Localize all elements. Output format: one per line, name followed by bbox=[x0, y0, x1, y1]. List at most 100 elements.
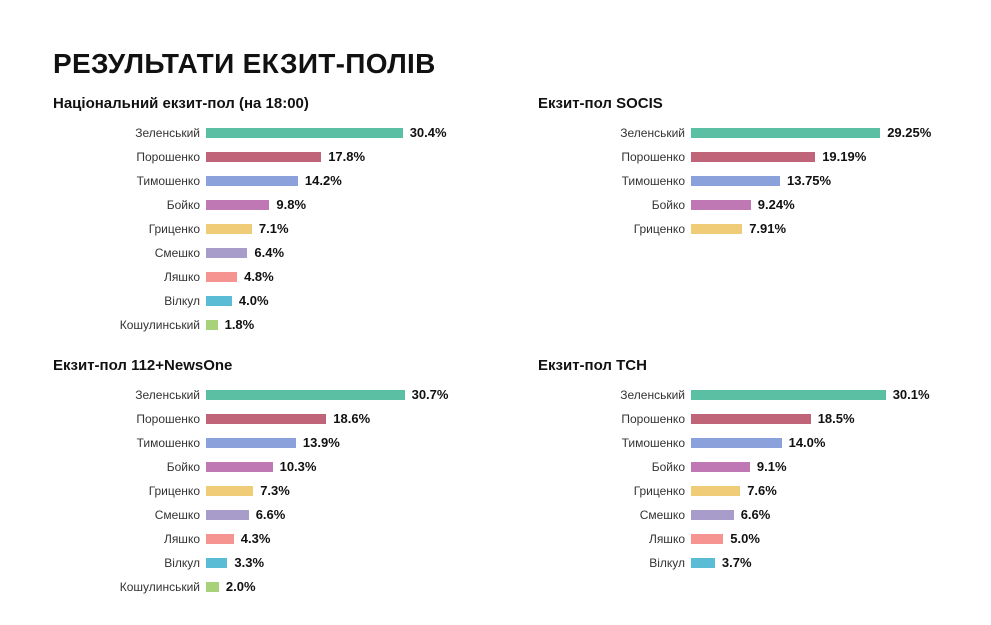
bar-row: Тимошенко 14.2% bbox=[53, 173, 493, 189]
chart-panel-socis: Екзит-пол SOCIS Зеленський 29.25% Порошенко… bbox=[538, 95, 978, 345]
category-label: Кошулинський bbox=[119, 318, 200, 332]
category-label: Зеленський bbox=[135, 388, 200, 402]
category-label: Бойко bbox=[651, 460, 685, 474]
bar-row: Вілкул 4.0% bbox=[53, 294, 493, 309]
value-label: 30.1% bbox=[892, 387, 930, 402]
bar-row: Вілкул 3.7% bbox=[538, 555, 978, 571]
bar-row: Гриценко 7.91% bbox=[538, 221, 978, 237]
value-label: 18.6% bbox=[333, 411, 371, 426]
value-label: 30.7% bbox=[411, 387, 449, 402]
value-label: 6.4% bbox=[254, 245, 285, 260]
bar bbox=[206, 534, 234, 544]
bar bbox=[206, 438, 296, 448]
bar bbox=[206, 558, 228, 568]
value-label: 7.3% bbox=[260, 483, 290, 498]
category-label: Вілкул bbox=[649, 556, 685, 570]
bar-row: Смешко 6.6% bbox=[53, 507, 493, 523]
bar-row: Смешко 6.6% bbox=[538, 507, 978, 523]
category-label: Смешко bbox=[639, 508, 685, 522]
bar bbox=[206, 200, 270, 210]
bar bbox=[206, 582, 219, 592]
category-label: Зеленський bbox=[620, 126, 685, 140]
chart-panel-newsone: Екзит-пол 112+NewsOne Зеленський 30.7% Поро… bbox=[53, 357, 493, 607]
category-label: Гриценко bbox=[633, 222, 685, 236]
bar bbox=[206, 128, 403, 138]
bar bbox=[206, 272, 238, 282]
bar bbox=[691, 438, 782, 448]
bar bbox=[691, 486, 741, 496]
value-label: 29.25% bbox=[887, 125, 932, 140]
category-label: Зеленський bbox=[620, 388, 685, 402]
bar-row: Бойко 10.3% bbox=[53, 460, 493, 475]
category-label: Вілкул bbox=[164, 294, 200, 308]
category-label: Бойко bbox=[166, 198, 200, 212]
value-label: 3.7% bbox=[721, 555, 752, 570]
chart-title: Екзит-пол SOCIS bbox=[538, 95, 663, 112]
value-label: 14.2% bbox=[304, 173, 342, 188]
bar-row: Порошенко 19.19% bbox=[538, 149, 978, 165]
category-label: Вілкул bbox=[164, 556, 200, 570]
category-label: Бойко bbox=[166, 460, 200, 474]
bar bbox=[206, 152, 322, 162]
value-label: 5.0% bbox=[730, 531, 760, 546]
value-label: 7.91% bbox=[749, 221, 787, 236]
category-label: Тимошенко bbox=[621, 436, 685, 450]
bar bbox=[206, 486, 254, 496]
category-label: Ляшко bbox=[163, 532, 200, 546]
bar bbox=[691, 510, 734, 520]
value-label: 7.6% bbox=[747, 483, 777, 498]
value-label: 17.8% bbox=[328, 149, 366, 164]
bar-row: Бойко 9.8% bbox=[53, 198, 493, 213]
bar bbox=[691, 200, 751, 210]
bar-row: Тимошенко 13.9% bbox=[53, 435, 493, 451]
bar bbox=[206, 510, 249, 520]
value-label: 9.24% bbox=[757, 197, 795, 212]
category-label: Гриценко bbox=[633, 484, 685, 498]
bar bbox=[691, 414, 811, 424]
bar-row: Кошулинський 2.0% bbox=[53, 580, 493, 595]
value-label: 13.75% bbox=[787, 173, 832, 188]
value-label: 6.6% bbox=[255, 507, 286, 522]
bar-row: Смешко 6.4% bbox=[53, 245, 493, 261]
bar bbox=[691, 176, 780, 186]
value-label: 1.8% bbox=[224, 317, 255, 332]
value-label: 18.5% bbox=[817, 411, 855, 426]
category-label: Порошенко bbox=[621, 150, 685, 164]
category-label: Гриценко bbox=[148, 222, 200, 236]
category-label: Бойко bbox=[651, 198, 685, 212]
category-label: Тимошенко bbox=[136, 174, 200, 188]
bar-row: Вілкул 3.3% bbox=[53, 555, 493, 571]
value-label: 3.3% bbox=[234, 555, 265, 570]
bar bbox=[206, 224, 252, 234]
value-label: 6.6% bbox=[740, 507, 771, 522]
chart-panel-tsn: Екзит-пол ТСН Зеленський 30.1% Порошенко 18.… bbox=[538, 357, 978, 607]
bar bbox=[206, 320, 218, 330]
category-label: Тимошенко bbox=[621, 174, 685, 188]
bar bbox=[206, 414, 327, 424]
bar-row: Бойко 9.1% bbox=[538, 460, 978, 475]
category-label: Зеленський bbox=[135, 126, 200, 140]
bar-row: Зеленський 30.7% bbox=[53, 387, 493, 403]
value-label: 14.0% bbox=[788, 435, 826, 450]
bar bbox=[691, 534, 724, 544]
bar-row: Гриценко 7.3% bbox=[53, 483, 493, 499]
value-label: 7.1% bbox=[258, 221, 289, 236]
value-label: 19.19% bbox=[822, 149, 867, 164]
bar bbox=[206, 462, 273, 472]
bar-row: Порошенко 17.8% bbox=[53, 149, 493, 165]
category-label: Ляшко bbox=[163, 270, 200, 284]
bar-row: Порошенко 18.6% bbox=[53, 411, 493, 427]
value-label: 13.9% bbox=[302, 435, 340, 450]
bar-row: Кошулинський 1.8% bbox=[53, 317, 493, 333]
bar-row: Гриценко 7.6% bbox=[538, 483, 978, 499]
bar bbox=[691, 462, 750, 472]
page-title: РЕЗУЛЬТАТИ ЕКЗИТ-ПОЛІВ bbox=[53, 48, 436, 79]
category-label: Гриценко bbox=[148, 484, 200, 498]
bar bbox=[206, 296, 232, 306]
bar bbox=[691, 152, 816, 162]
chart-title: Національний екзит-пол (на 18:00) bbox=[53, 95, 309, 112]
bar-row: Гриценко 7.1% bbox=[53, 221, 493, 237]
chart-title: Екзит-пол 112+NewsOne bbox=[53, 357, 233, 374]
category-label: Смешко bbox=[154, 246, 200, 260]
bar-row: Бойко 9.24% bbox=[538, 197, 978, 213]
